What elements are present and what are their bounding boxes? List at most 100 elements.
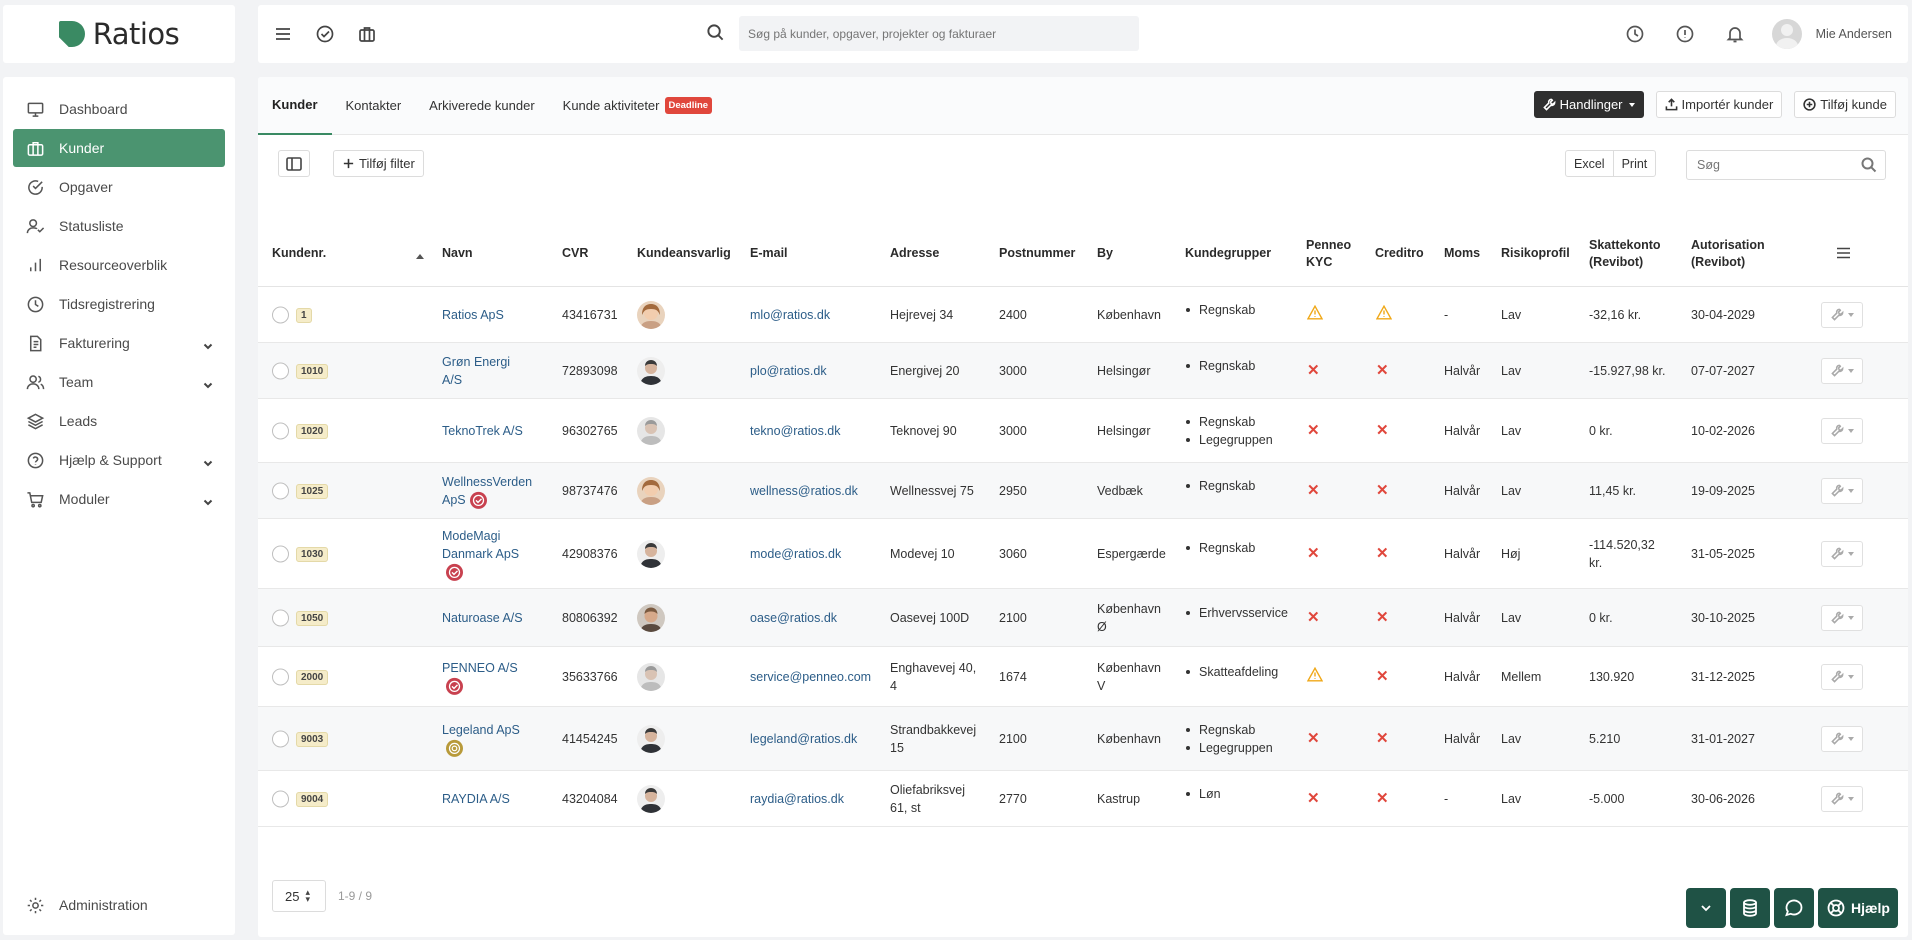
table-row[interactable]: 1 Ratios ApS 43416731 mlo@ratios.dk Hejrevej… <box>258 287 1908 343</box>
warning-icon[interactable] <box>1306 304 1324 323</box>
row-select-radio[interactable] <box>272 609 289 626</box>
history-clock-icon[interactable] <box>1610 24 1660 44</box>
sidebar-item-tidsregistrering[interactable]: Tidsregistrering <box>13 285 225 323</box>
chevron-down-icon[interactable] <box>203 455 213 467</box>
x-mark-icon[interactable]: ✕ <box>1307 544 1320 562</box>
x-mark-icon[interactable]: ✕ <box>1376 481 1389 499</box>
account-manager-avatar[interactable] <box>637 784 665 813</box>
menu-icon[interactable] <box>258 5 308 63</box>
header-autorisation[interactable]: Autorisation (Revibot) <box>1691 237 1765 271</box>
x-mark-icon[interactable]: ✕ <box>1307 608 1320 626</box>
header-by[interactable]: By <box>1097 246 1113 260</box>
email-link[interactable]: plo@ratios.dk <box>750 363 827 378</box>
header-adresse[interactable]: Adresse <box>890 246 940 260</box>
row-select-radio[interactable] <box>272 545 289 562</box>
search-icon[interactable] <box>706 23 725 45</box>
row-select-radio[interactable] <box>272 668 289 685</box>
customer-name-link[interactable]: ModeMagi Danmark ApS <box>442 528 520 561</box>
help-button[interactable]: Hjælp <box>1818 888 1898 928</box>
row-actions-button[interactable] <box>1821 301 1863 328</box>
email-link[interactable]: mlo@ratios.dk <box>750 307 831 322</box>
sidebar-item-opgaver[interactable]: Opgaver <box>13 168 225 206</box>
header-cvr[interactable]: CVR <box>562 246 589 260</box>
alert-circle-icon[interactable] <box>1660 24 1710 44</box>
customer-name-link[interactable]: Naturoase A/S <box>442 610 523 625</box>
header-navn[interactable]: Navn <box>442 246 473 260</box>
header-kundenr[interactable]: Kundenr. <box>272 246 327 260</box>
row-actions-button[interactable] <box>1821 477 1863 504</box>
table-row[interactable]: 2000 PENNEO A/S 35633766 service@penneo.com… <box>258 647 1908 707</box>
customer-name-link[interactable]: Grøn Energi A/S <box>442 354 511 387</box>
table-row[interactable]: 1010 Grøn Energi A/S 72893098 plo@ratios.dk… <box>258 343 1908 399</box>
row-actions-button[interactable] <box>1821 785 1863 812</box>
x-mark-icon[interactable]: ✕ <box>1376 361 1389 379</box>
add-filter-button[interactable]: Tilføj filter <box>333 150 424 177</box>
column-toggle-button[interactable] <box>278 150 310 177</box>
global-search-input[interactable] <box>739 16 1139 51</box>
tab-kunde-aktiviteter[interactable]: Kunde aktiviteter Deadline <box>549 77 726 135</box>
sidebar-item-moduler[interactable]: Moduler <box>13 480 225 518</box>
search-icon[interactable] <box>1861 157 1877 176</box>
sidebar-item-dashboard[interactable]: Dashboard <box>13 90 225 128</box>
logo[interactable]: Ratios <box>3 5 235 63</box>
row-actions-button[interactable] <box>1821 357 1863 384</box>
x-mark-icon[interactable]: ✕ <box>1307 361 1320 379</box>
header-kundeansvarlig[interactable]: Kundeansvarlig <box>637 246 731 260</box>
column-menu-icon[interactable] <box>1836 247 1851 264</box>
excel-button[interactable]: Excel <box>1574 156 1605 171</box>
email-link[interactable]: wellness@ratios.dk <box>750 483 858 498</box>
row-actions-button[interactable] <box>1821 417 1863 444</box>
sidebar-item-fakturering[interactable]: Fakturering <box>13 324 225 362</box>
account-manager-avatar[interactable] <box>637 300 665 329</box>
row-select-radio[interactable] <box>272 730 289 747</box>
chat-button[interactable] <box>1774 888 1814 928</box>
page-size-select[interactable]: 25 ▴ ▾ <box>272 880 326 912</box>
chevron-down-icon[interactable] <box>203 377 213 389</box>
warning-icon[interactable] <box>1306 666 1324 685</box>
header-postnummer[interactable]: Postnummer <box>999 246 1076 260</box>
user-name[interactable]: Mie Andersen <box>1815 27 1892 41</box>
table-row[interactable]: 1025 WellnessVerden ApS 98737476 wellness@r… <box>258 463 1908 519</box>
database-button[interactable] <box>1730 888 1770 928</box>
import-customers-button[interactable]: Importér kunder <box>1655 91 1783 118</box>
customer-name-link[interactable]: WellnessVerden ApS <box>442 474 533 507</box>
customer-name-link[interactable]: RAYDIA A/S <box>442 791 510 806</box>
x-mark-icon[interactable]: ✕ <box>1376 608 1389 626</box>
handlinger-button[interactable]: Handlinger <box>1533 91 1644 118</box>
x-mark-icon[interactable]: ✕ <box>1376 544 1389 562</box>
row-actions-button[interactable] <box>1821 604 1863 631</box>
sidebar-item-hjaelp-support[interactable]: Hjælp & Support <box>13 441 225 479</box>
table-row[interactable]: 1050 Naturoase A/S 80806392 oase@ratios.dk O… <box>258 589 1908 647</box>
print-button[interactable]: Print <box>1612 151 1656 176</box>
x-mark-icon[interactable]: ✕ <box>1307 789 1320 807</box>
x-mark-icon[interactable]: ✕ <box>1376 667 1389 685</box>
sidebar-item-team[interactable]: Team <box>13 363 225 401</box>
header-email[interactable]: E-mail <box>750 246 788 260</box>
account-manager-avatar[interactable] <box>637 539 665 568</box>
sidebar-item-resourceoverblik[interactable]: Resourceoverblik <box>13 246 225 284</box>
header-moms[interactable]: Moms <box>1444 246 1481 260</box>
sidebar-item-statusliste[interactable]: Statusliste <box>13 207 225 245</box>
header-risikoprofil[interactable]: Risikoprofil <box>1501 246 1570 260</box>
table-row[interactable]: 9004 RAYDIA A/S 43204084 raydia@ratios.dk Ol… <box>258 771 1908 827</box>
sidebar-item-leads[interactable]: Leads <box>13 402 225 440</box>
row-select-radio[interactable] <box>272 482 289 499</box>
customer-name-link[interactable]: TeknoTrek A/S <box>442 423 523 438</box>
x-mark-icon[interactable]: ✕ <box>1376 421 1389 439</box>
check-circle-icon[interactable] <box>300 5 350 63</box>
chevron-down-icon[interactable] <box>203 494 213 506</box>
account-manager-avatar[interactable] <box>637 416 665 445</box>
table-row[interactable]: 9003 Legeland ApS 41454245 legeland@ratios.… <box>258 707 1908 771</box>
email-link[interactable]: oase@ratios.dk <box>750 610 838 625</box>
x-mark-icon[interactable]: ✕ <box>1307 729 1320 747</box>
row-actions-button[interactable] <box>1821 540 1863 567</box>
email-link[interactable]: raydia@ratios.dk <box>750 791 844 806</box>
collapse-dock-button[interactable] <box>1686 888 1726 928</box>
row-select-radio[interactable] <box>272 362 289 379</box>
sort-asc-icon[interactable] <box>416 247 424 264</box>
bell-icon[interactable] <box>1710 24 1760 44</box>
account-manager-avatar[interactable] <box>637 476 665 505</box>
email-link[interactable]: service@penneo.com <box>750 669 872 684</box>
header-penneo-kyc[interactable]: Penneo KYC <box>1306 237 1351 271</box>
header-kundegrupper[interactable]: Kundegrupper <box>1185 246 1272 260</box>
